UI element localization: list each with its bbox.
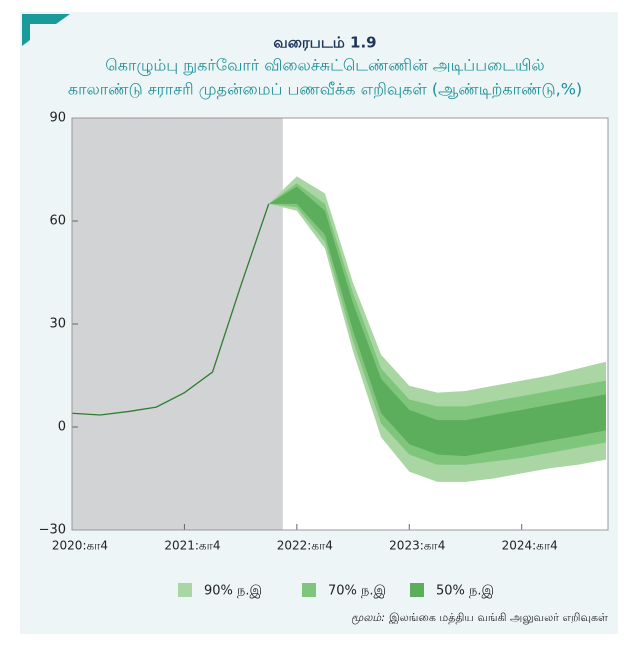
y-tick-label: 30: [49, 317, 66, 332]
y-tick-label: 60: [49, 214, 66, 229]
x-tick-label: 2021:கா4: [164, 539, 220, 553]
legend-label: 70% ந.இ: [328, 584, 386, 599]
chart-label: வரைபடம் 1.9: [273, 34, 376, 52]
source-text: இலங்கை மத்திய வங்கி அலுவலர் எறிவுகள்: [389, 611, 608, 624]
fan-band: [268, 183, 606, 465]
y-tick-label: 0: [58, 420, 66, 435]
legend-label: 90% ந.இ: [204, 584, 262, 599]
legend-swatch: [410, 583, 424, 597]
legend-swatch: [302, 583, 316, 597]
x-tick-label: 2024:கா4: [502, 539, 558, 553]
history-shade: [72, 118, 283, 530]
source-label: மூலம்:: [351, 611, 385, 625]
legend-swatch: [178, 583, 192, 597]
y-tick-label: −30: [39, 523, 66, 538]
x-tick-label: 2023:கா4: [389, 539, 445, 553]
chart-title: கொழும்பு நுகர்வோர் விலைச்சுட்டெண்ணின் அட…: [105, 56, 544, 76]
chart-title: காலாண்டு சராசரி முதன்மைப் பணவீக்க எறிவுக…: [68, 80, 582, 100]
x-tick-label: 2022:கா4: [277, 539, 333, 553]
plot-frame: [71, 117, 609, 531]
fan-band: [268, 186, 606, 457]
source: மூலம்: இலங்கை மத்திய வங்கி அலுவலர் எறிவுக…: [351, 611, 608, 625]
x-tick-label: 2020:கா4: [52, 539, 108, 553]
corner-decoration: [22, 14, 70, 46]
legend-label: 50% ந.இ: [436, 584, 494, 599]
y-tick-label: 90: [49, 111, 66, 126]
actual-line: [71, 203, 270, 416]
